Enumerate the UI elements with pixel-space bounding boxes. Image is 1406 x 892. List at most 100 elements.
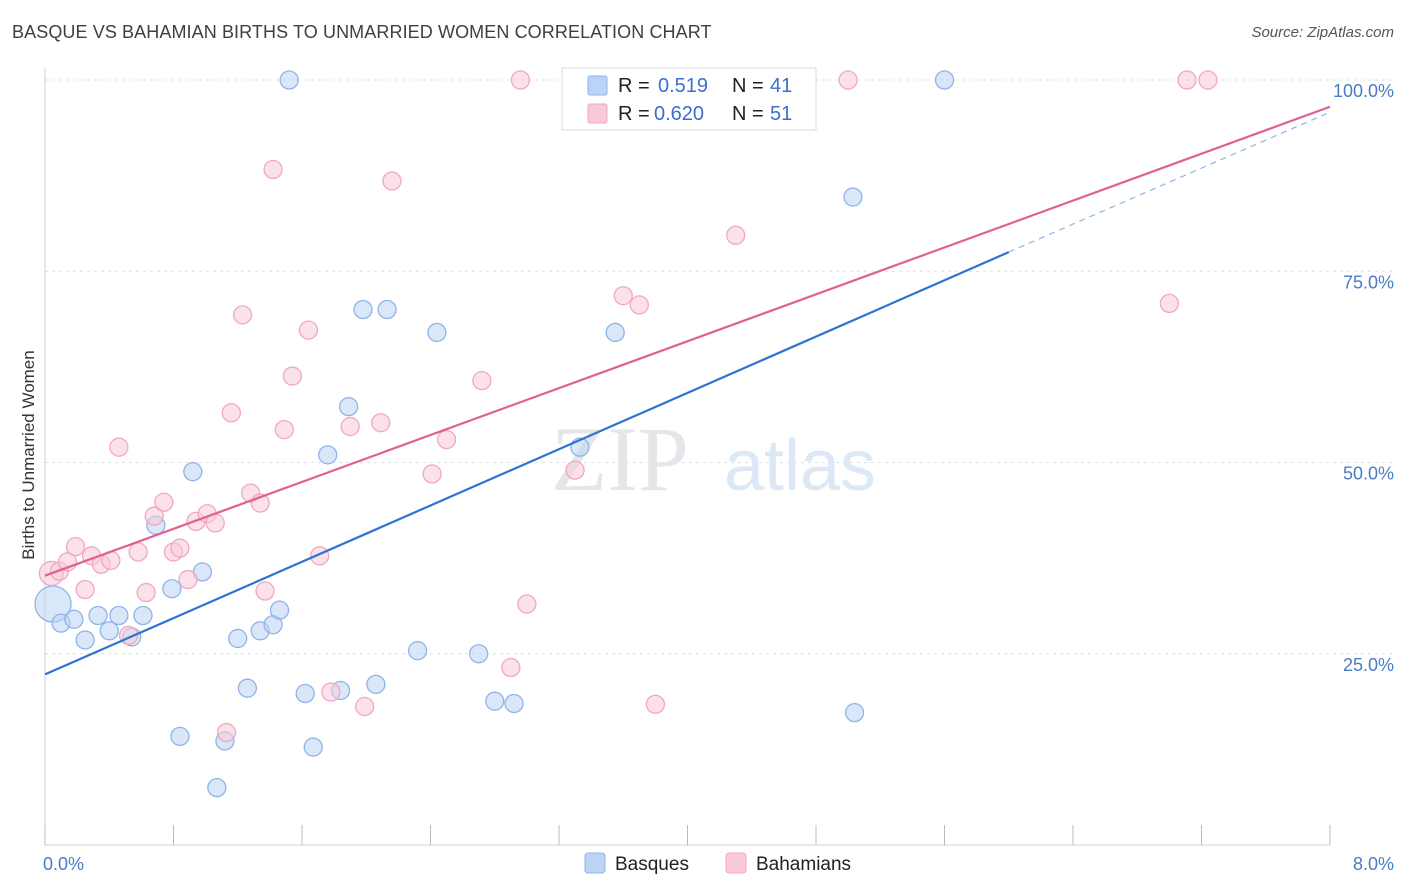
point-basques-32 [469,644,489,664]
point-basques-36 [605,322,625,343]
point-bahamians-49 [1177,70,1197,90]
point-bahamians-25 [255,581,275,601]
point-basques-22 [295,683,315,704]
legend-r-label-1: R = [618,103,650,125]
point-basques-10 [162,579,182,599]
point-basques-23 [303,737,323,757]
point-bahamians-31 [321,682,341,702]
point-bahamians-28 [282,366,303,386]
legend-n-value-0: 41 [770,75,792,97]
point-bahamians-41 [517,594,537,614]
point-basques-20 [269,600,290,620]
series-label-bahamians: Bahamians [756,854,851,875]
y-tick-label-2: 75.0% [1343,272,1394,292]
series-swatch-bahamians [725,852,747,874]
point-basques-39 [844,703,865,723]
point-bahamians-13 [154,492,174,512]
point-bahamians-43 [613,286,633,306]
point-bahamians-38 [472,370,492,391]
point-bahamians-20 [216,722,237,743]
point-bahamians-32 [340,416,360,437]
point-basques-24 [318,445,338,465]
y-tick-label-0: 25.0% [1343,655,1394,675]
point-basques-2 [64,609,84,629]
point-basques-30 [407,641,428,661]
point-bahamians-40 [510,70,531,90]
x-tick-labels: 0.0% 8.0% [43,854,1394,874]
point-basques-17 [237,678,258,698]
point-basques-6 [109,605,129,626]
trend-line-bahamians [44,105,1331,577]
legend: R = 0.519 N = 41 R = 0.620 N = 51 [561,67,817,131]
point-basques-21 [279,70,299,90]
point-bahamians-22 [232,305,253,325]
point-basques-29 [377,299,397,320]
legend-swatch-bahamians [587,103,608,124]
point-bahamians-21 [221,403,241,423]
trend-lines [44,105,1331,676]
point-basques-4 [88,605,108,626]
point-bahamians-44 [629,295,649,315]
point-bahamians-34 [371,413,391,433]
point-basques-27 [353,299,373,320]
point-bahamians-46 [726,225,746,245]
y-axis-label: Births to Unmarried Women [19,350,38,559]
trend-extension-basques [1008,111,1331,253]
point-bahamians-42 [565,460,585,480]
point-bahamians-15 [170,538,190,558]
legend-r-value-1: 0.620 [654,103,704,125]
point-basques-28 [366,674,386,694]
point-basques-5 [99,621,119,641]
point-basques-11 [170,726,190,747]
point-bahamians-26 [263,159,283,180]
y-tick-labels: 25.0% 50.0% 75.0% 100.0% [1333,81,1394,675]
point-bahamians-37 [436,429,457,450]
legend-swatch-basques [587,75,608,96]
chart-source: Source: ZipAtlas.com [1251,24,1394,41]
point-bahamians-4 [75,579,95,600]
point-bahamians-45 [645,694,666,714]
point-bahamians-12 [144,506,164,526]
point-bahamians-29 [298,320,319,340]
legend-n-value-1: 51 [770,103,792,125]
axes [44,68,1331,846]
point-basques-3 [75,630,95,650]
legend-r-label-0: R = [618,75,650,97]
point-basques-14 [207,777,227,798]
point-basques-34 [504,693,524,714]
legend-r-value-0: 0.519 [658,75,708,97]
point-bahamians-36 [422,464,442,484]
point-bahamians-10 [128,542,148,562]
chart-title: BASQUE VS BAHAMIAN BIRTHS TO UNMARRIED W… [12,22,712,42]
legend-n-label-0: N = [732,75,764,97]
point-bahamians-11 [136,582,156,603]
data-points [34,70,1218,798]
x-tick-label-0: 0.0% [43,854,84,874]
point-basques-8 [133,605,153,626]
series-swatch-basques [584,852,606,874]
x-tick-label-1: 8.0% [1353,854,1394,874]
y-tick-label-1: 50.0% [1343,464,1394,484]
point-basques-33 [485,691,505,711]
point-basques-12 [183,462,203,482]
trend-line-basques [44,251,1010,676]
point-bahamians-50 [1198,70,1218,90]
point-bahamians-33 [354,696,375,717]
point-bahamians-48 [1159,293,1180,314]
point-basques-31 [427,322,447,343]
watermark-atlas: atlas [724,426,876,506]
y-tick-label-3: 100.0% [1333,81,1394,101]
point-basques-40 [934,70,955,90]
point-bahamians-3 [65,537,86,557]
point-basques-16 [228,628,248,649]
point-bahamians-35 [382,171,402,191]
point-bahamians-47 [838,70,858,90]
point-bahamians-27 [274,419,294,440]
grid-lines [45,79,1394,655]
watermark-zip: ZIP [551,408,689,510]
series-label-basques: Basques [615,854,689,875]
point-bahamians-16 [178,569,198,590]
point-basques-26 [338,397,359,417]
point-bahamians-8 [109,437,129,457]
